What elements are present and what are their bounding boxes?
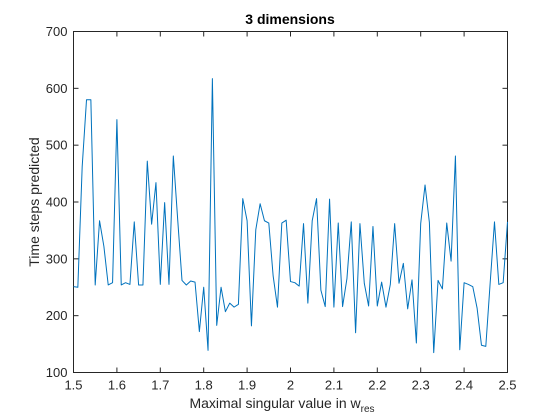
y-tick-labels: 100 200 300 400 500 600 700 [46, 24, 68, 380]
x-axis-label: Maximal singular value in wres [189, 395, 374, 415]
x-tick-label: 1.5 [64, 378, 82, 393]
x-tick-label: 1.9 [238, 378, 256, 393]
y-tick-label: 400 [46, 195, 68, 210]
x-tick-label: 2.4 [455, 378, 473, 393]
y-tick-label: 100 [46, 365, 68, 380]
x-tick-label: 1.7 [151, 378, 169, 393]
y-tick-label: 600 [46, 81, 68, 96]
chart-title: 3 dimensions [245, 11, 335, 27]
x-tick-label: 2.5 [498, 378, 516, 393]
x-tick-label: 1.6 [108, 378, 126, 393]
x-tick-labels: 1.5 1.6 1.7 1.8 1.9 2 2.1 2.2 2.3 2.4 2.5 [64, 378, 516, 393]
x-axis-label-subscript: res [361, 404, 375, 415]
y-axis-label: Time steps predicted [26, 137, 42, 266]
x-tick-label: 2.2 [368, 378, 386, 393]
series-line [73, 78, 508, 354]
x-tick-label: 1.8 [195, 378, 213, 393]
x-tick-label: 2.3 [412, 378, 430, 393]
axes-frame [73, 31, 508, 373]
x-axis-label-main: Maximal singular value in w [189, 395, 361, 411]
y-tick-label: 500 [46, 138, 68, 153]
y-tick-label: 700 [46, 24, 68, 39]
series-layer [73, 78, 508, 354]
x-tick-label: 2 [287, 378, 294, 393]
x-tick-label: 2.1 [325, 378, 343, 393]
y-tick-label: 200 [46, 308, 68, 323]
y-tick-label: 300 [46, 251, 68, 266]
ticks [73, 31, 508, 373]
